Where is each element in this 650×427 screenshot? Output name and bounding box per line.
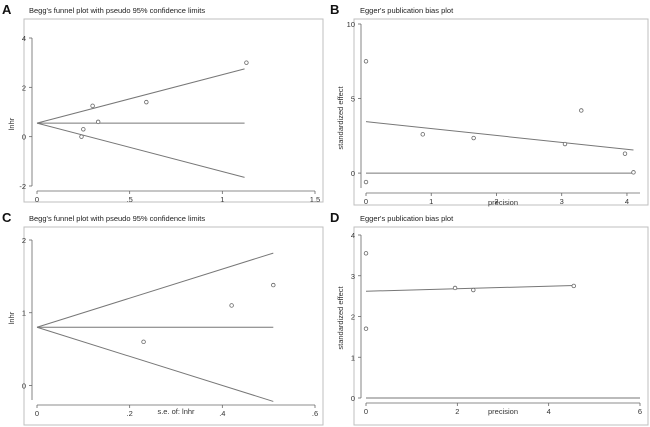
- panel-letter-a: A: [2, 2, 12, 17]
- panel-d-title: Egger's publication bias plot: [360, 214, 454, 223]
- panel-c-y-label: lnhr: [7, 311, 16, 324]
- panel-c-y-tick-label: 1: [22, 309, 26, 318]
- panel-c-frame: [23, 226, 324, 426]
- panel-a-point: [79, 134, 84, 139]
- panel-a-y-tick-label: 2: [22, 83, 26, 92]
- panel-d: D Egger's publication bias plot 0 1 2 3 4 0 2 4…: [330, 210, 649, 426]
- panel-c-line-2: [36, 252, 274, 328]
- panel-a-x-tick-label: 1.5: [310, 195, 320, 204]
- panel-a-x-tick-label: .5: [127, 195, 133, 204]
- panel-b-y-label: standardized effect: [336, 85, 345, 149]
- panel-c-plot: 0 1 2 0 .2 .4 .6 lnhr s.e. of: lnhr: [7, 236, 318, 418]
- panel-b-point: [631, 170, 636, 175]
- panel-d-point: [363, 251, 369, 256]
- panel-b: B Egger's publication bias plot 0 5 10 0 1 2 3…: [330, 2, 649, 207]
- panel-a-y-tick-label: -2: [19, 182, 26, 191]
- panel-a-point: [244, 60, 249, 65]
- panel-c-x-label: s.e. of: lnhr: [157, 407, 195, 416]
- panel-d-x-tick-label: 0: [364, 407, 368, 416]
- panel-b-x-label: precision: [488, 198, 518, 207]
- panel-b-x-tick-label: 2: [494, 197, 498, 206]
- panel-c-point: [271, 282, 276, 288]
- panel-a-line-2: [36, 68, 245, 124]
- panel-c-point: [141, 339, 146, 345]
- panel-d-y-label: standardized effect: [336, 285, 345, 349]
- panel-a: A Begg's funnel plot with pseudo 95% con…: [2, 2, 324, 204]
- panel-c-x-tick-label: 0: [35, 409, 39, 418]
- panel-b-title: Egger's publication bias plot: [360, 6, 454, 15]
- panel-b-point: [363, 59, 369, 64]
- panel-d-plot: 0 1 2 3 4 0 2 4 6 standardized effect precision: [336, 231, 642, 416]
- panel-b-point: [579, 108, 584, 113]
- panel-b-point: [622, 151, 628, 156]
- panel-b-x-tick-label: 1: [429, 197, 433, 206]
- panel-d-point: [363, 326, 369, 331]
- panel-b-x-tick-label: 3: [560, 197, 564, 206]
- panel-a-title: Begg's funnel plot with pseudo 95% confi…: [29, 6, 205, 15]
- panel-a-line-3: [36, 122, 245, 178]
- panel-d-y-tick-label: 1: [351, 353, 355, 362]
- panel-c-line-3: [36, 326, 274, 402]
- panel-c-point: [229, 303, 234, 308]
- panel-a-point: [90, 103, 95, 109]
- panel-c-y-tick-label: 2: [22, 236, 26, 245]
- panel-d-x-label: precision: [488, 407, 518, 416]
- panel-c-x-tick-label: .6: [312, 409, 318, 418]
- panel-a-x-tick-label: 0: [35, 195, 39, 204]
- panel-d-x-tick-label: 2: [455, 407, 459, 416]
- panel-d-point: [471, 287, 476, 293]
- panel-a-x-tick-label: 1: [220, 195, 224, 204]
- panel-b-plot: 0 5 10 0 1 2 3 4 standardized effect precision: [336, 20, 640, 207]
- panel-b-point: [562, 141, 568, 147]
- panel-b-point: [420, 132, 425, 137]
- panel-a-frame: [23, 18, 324, 203]
- panel-a-point: [144, 99, 149, 105]
- panel-b-y-tick-label: 10: [347, 20, 355, 29]
- panel-d-y-tick-label: 2: [351, 313, 355, 322]
- panel-letter-b: B: [330, 2, 339, 17]
- panel-letter-c: C: [2, 210, 12, 225]
- panel-c-x-tick-label: .2: [127, 409, 133, 418]
- panel-a-point: [95, 119, 101, 125]
- panel-b-point: [363, 179, 369, 185]
- panel-b-x-tick-label: 4: [625, 197, 629, 206]
- panel-c-y-tick-label: 0: [22, 381, 26, 390]
- panel-c-x-tick-label: .4: [219, 409, 225, 418]
- panel-c: C Begg's funnel plot with pseudo 95% con…: [2, 210, 324, 426]
- panel-c-title: Begg's funnel plot with pseudo 95% confi…: [29, 214, 205, 223]
- panel-a-y-tick-label: 4: [22, 34, 26, 43]
- panel-d-x-tick-label: 4: [547, 407, 551, 416]
- panel-d-point: [571, 283, 576, 289]
- panel-a-y-label: lnhr: [7, 117, 16, 130]
- panel-b-line-1: [365, 121, 634, 151]
- panel-b-y-tick-label: 5: [351, 95, 355, 104]
- panel-b-y-tick-label: 0: [351, 169, 355, 178]
- panel-d-y-tick-label: 4: [351, 231, 355, 240]
- panel-d-line-1: [365, 285, 574, 292]
- panel-a-y-tick-label: 0: [22, 133, 26, 142]
- panel-d-x-tick-label: 6: [638, 407, 642, 416]
- panel-d-point: [452, 285, 458, 291]
- panel-d-y-tick-label: 0: [351, 394, 355, 403]
- panel-b-point: [471, 135, 476, 141]
- panel-b-frame: [353, 18, 649, 206]
- panel-d-frame: [353, 226, 649, 426]
- panel-d-y-tick-label: 3: [351, 272, 355, 281]
- panel-a-plot: -2 0 2 4 0 .5 1 1.5 lnhr: [7, 34, 320, 204]
- panel-a-point: [81, 127, 86, 132]
- panel-b-x-tick-label: 0: [364, 197, 368, 206]
- panel-letter-d: D: [330, 210, 339, 225]
